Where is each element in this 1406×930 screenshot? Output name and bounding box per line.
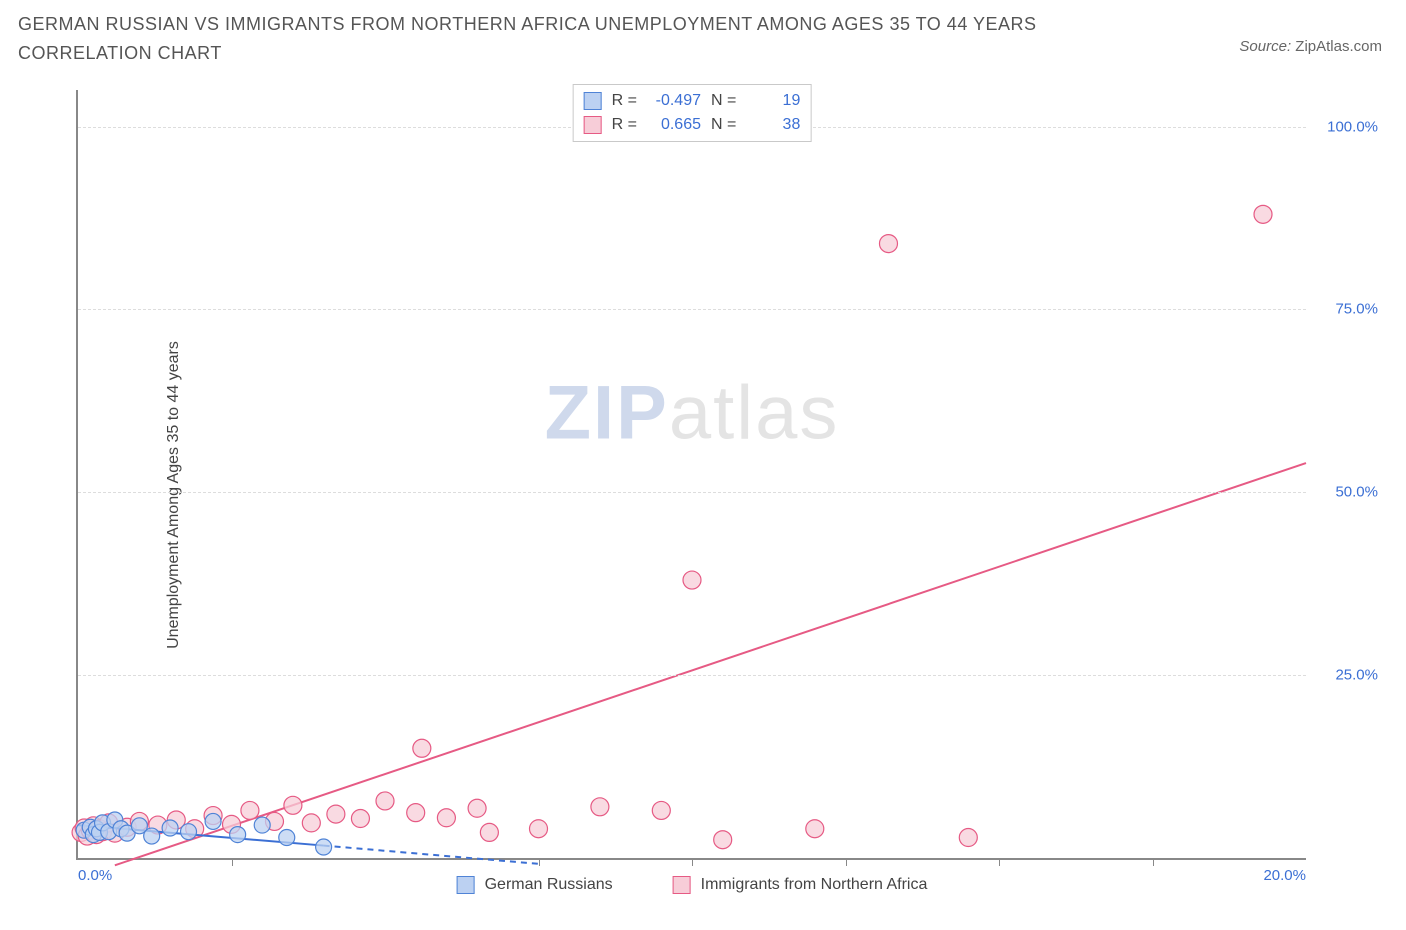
x-tick-mark bbox=[692, 858, 693, 866]
data-point bbox=[407, 804, 425, 822]
swatch-blue-2 bbox=[457, 876, 475, 894]
x-tick-mark bbox=[846, 858, 847, 866]
n-value-pink: 38 bbox=[746, 113, 800, 137]
source-name: ZipAtlas.com bbox=[1295, 38, 1382, 55]
data-point bbox=[279, 830, 295, 846]
r-label: R = bbox=[612, 113, 637, 137]
y-tick-label: 25.0% bbox=[1335, 667, 1378, 684]
x-tick-mark bbox=[539, 858, 540, 866]
swatch-blue bbox=[584, 92, 602, 110]
data-point bbox=[144, 828, 160, 844]
swatch-pink-2 bbox=[673, 876, 691, 894]
data-point bbox=[468, 799, 486, 817]
r-label: R = bbox=[612, 89, 637, 113]
source-prefix: Source: bbox=[1239, 38, 1295, 55]
x-tick-mark bbox=[1153, 858, 1154, 866]
plot-svg bbox=[78, 90, 1306, 858]
x-tick-label: 0.0% bbox=[78, 867, 112, 884]
data-point bbox=[376, 792, 394, 810]
data-point bbox=[413, 739, 431, 757]
data-point bbox=[241, 801, 259, 819]
x-tick-mark bbox=[999, 858, 1000, 866]
n-label: N = bbox=[711, 89, 736, 113]
data-point bbox=[205, 813, 221, 829]
data-point bbox=[806, 820, 824, 838]
y-tick-label: 100.0% bbox=[1327, 118, 1378, 135]
legend-item-blue: German Russians bbox=[457, 876, 613, 894]
data-point bbox=[181, 824, 197, 840]
data-point bbox=[351, 810, 369, 828]
stats-row-blue: R = -0.497 N = 19 bbox=[584, 89, 801, 113]
x-tick-label: 20.0% bbox=[1263, 867, 1306, 884]
r-value-blue: -0.497 bbox=[647, 89, 701, 113]
data-point bbox=[327, 805, 345, 823]
data-point bbox=[879, 235, 897, 253]
n-label: N = bbox=[711, 113, 736, 137]
data-point bbox=[230, 827, 246, 843]
y-tick-label: 75.0% bbox=[1335, 301, 1378, 318]
legend-label-pink: Immigrants from Northern Africa bbox=[701, 876, 928, 894]
gridline bbox=[78, 309, 1306, 310]
n-value-blue: 19 bbox=[746, 89, 800, 113]
x-tick-mark bbox=[232, 858, 233, 866]
data-point bbox=[652, 801, 670, 819]
plot-region: ZIPatlas R = -0.497 N = 19 R = 0.665 N =… bbox=[76, 90, 1306, 860]
legend-item-pink: Immigrants from Northern Africa bbox=[673, 876, 928, 894]
r-value-pink: 0.665 bbox=[647, 113, 701, 137]
swatch-pink bbox=[584, 116, 602, 134]
data-point bbox=[1254, 205, 1272, 223]
chart-area: Unemployment Among Ages 35 to 44 years Z… bbox=[50, 90, 1386, 900]
series-legend: German Russians Immigrants from Northern… bbox=[457, 876, 928, 894]
data-point bbox=[302, 814, 320, 832]
stats-row-pink: R = 0.665 N = 38 bbox=[584, 113, 801, 137]
data-point bbox=[714, 831, 732, 849]
data-point bbox=[254, 817, 270, 833]
data-point bbox=[959, 829, 977, 847]
source-line: Source: ZipAtlas.com bbox=[1239, 38, 1382, 55]
y-tick-label: 50.0% bbox=[1335, 484, 1378, 501]
stats-legend: R = -0.497 N = 19 R = 0.665 N = 38 bbox=[573, 84, 812, 142]
gridline bbox=[78, 675, 1306, 676]
gridline bbox=[78, 492, 1306, 493]
legend-label-blue: German Russians bbox=[485, 876, 613, 894]
data-point bbox=[437, 809, 455, 827]
data-point bbox=[284, 796, 302, 814]
data-point bbox=[591, 798, 609, 816]
data-point bbox=[162, 820, 178, 836]
data-point bbox=[316, 839, 332, 855]
trend-line bbox=[324, 846, 539, 864]
data-point bbox=[683, 571, 701, 589]
chart-title: GERMAN RUSSIAN VS IMMIGRANTS FROM NORTHE… bbox=[18, 10, 1146, 68]
data-point bbox=[530, 820, 548, 838]
data-point bbox=[480, 823, 498, 841]
